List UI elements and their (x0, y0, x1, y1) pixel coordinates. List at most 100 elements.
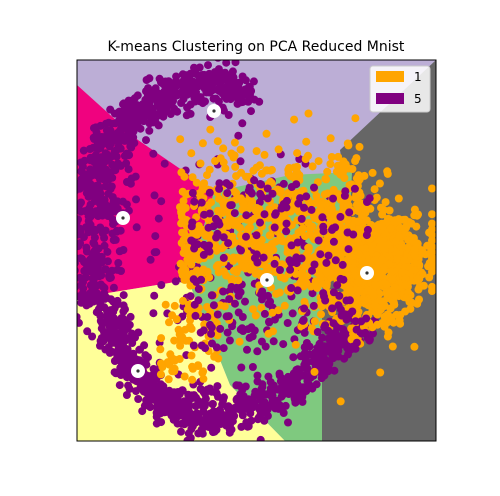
point-5 (116, 136, 125, 145)
point-1 (254, 269, 263, 278)
point-5 (344, 245, 353, 254)
point-1 (407, 219, 416, 228)
point-1 (195, 267, 204, 276)
point-5 (61, 262, 69, 270)
point-1 (213, 137, 222, 146)
point-5 (177, 427, 185, 436)
point-5 (310, 183, 318, 192)
point-5 (149, 149, 158, 158)
point-5 (209, 301, 218, 310)
point-5 (201, 394, 210, 403)
point-5 (122, 391, 131, 399)
point-5 (103, 257, 112, 266)
point-1 (272, 289, 281, 298)
point-1 (353, 206, 362, 215)
point-1 (410, 266, 418, 274)
legend-label-1: 1 (414, 70, 422, 84)
point-5 (132, 195, 140, 204)
point-1 (428, 243, 436, 252)
point-5 (178, 70, 187, 79)
point-5 (225, 295, 234, 304)
point-1 (270, 203, 279, 212)
point-5 (249, 399, 258, 408)
point-5 (313, 356, 322, 365)
point-5 (182, 445, 190, 453)
point-1 (321, 175, 330, 183)
point-5 (150, 191, 159, 200)
point-5 (295, 369, 304, 378)
point-1 (388, 275, 397, 284)
point-1 (308, 162, 317, 171)
point-5 (324, 251, 333, 260)
point-5 (96, 153, 105, 162)
point-5 (171, 277, 180, 286)
point-1 (329, 185, 338, 194)
point-1 (302, 137, 311, 146)
point-5 (253, 371, 262, 380)
point-1 (266, 231, 275, 240)
point-1 (367, 242, 376, 251)
point-1 (428, 184, 436, 193)
point-1 (338, 236, 347, 245)
point-1 (375, 179, 384, 188)
point-5 (109, 197, 118, 206)
point-5 (60, 205, 68, 213)
point-5 (145, 396, 154, 405)
point-5 (194, 415, 202, 424)
point-5 (257, 290, 265, 299)
point-5 (106, 273, 115, 282)
point-5 (61, 221, 69, 229)
point-5 (268, 189, 277, 198)
point-5 (188, 189, 197, 197)
point-5 (159, 112, 168, 121)
point-5 (270, 259, 279, 268)
point-5 (97, 202, 106, 211)
point-1 (428, 231, 436, 239)
point-5 (248, 363, 257, 371)
point-5 (247, 323, 256, 332)
point-1 (285, 164, 294, 172)
point-5 (86, 212, 95, 221)
point-5 (199, 326, 208, 335)
point-5 (77, 184, 81, 192)
point-1 (314, 157, 323, 166)
point-1 (168, 311, 177, 320)
point-5 (195, 63, 204, 72)
point-1 (338, 164, 347, 173)
point-5 (124, 165, 133, 174)
point-1 (352, 154, 361, 163)
point-5 (235, 78, 244, 87)
point-5 (156, 396, 165, 405)
series-5-points-overlap (186, 176, 374, 354)
point-1 (196, 159, 205, 168)
centroid-center (212, 109, 216, 113)
point-5 (293, 286, 302, 295)
series-1-points (156, 109, 436, 406)
point-5 (242, 232, 250, 241)
point-1 (181, 217, 190, 226)
point-1 (371, 280, 380, 289)
point-5 (143, 85, 152, 94)
point-5 (78, 254, 86, 263)
point-5 (142, 136, 150, 145)
point-5 (223, 189, 232, 198)
point-5 (253, 347, 262, 356)
point-5 (84, 222, 93, 231)
point-5 (284, 418, 292, 427)
point-1 (267, 165, 276, 174)
point-5 (58, 210, 66, 218)
point-5 (321, 296, 330, 305)
series-5-points (58, 60, 379, 453)
point-5 (80, 156, 89, 165)
point-5 (207, 363, 216, 372)
point-1 (218, 244, 227, 253)
point-5 (260, 309, 269, 318)
point-5 (99, 282, 108, 291)
point-5 (209, 407, 218, 416)
point-5 (150, 291, 159, 300)
point-5 (77, 198, 85, 207)
point-1 (290, 173, 299, 182)
point-5 (295, 382, 304, 391)
point-5 (113, 128, 122, 137)
